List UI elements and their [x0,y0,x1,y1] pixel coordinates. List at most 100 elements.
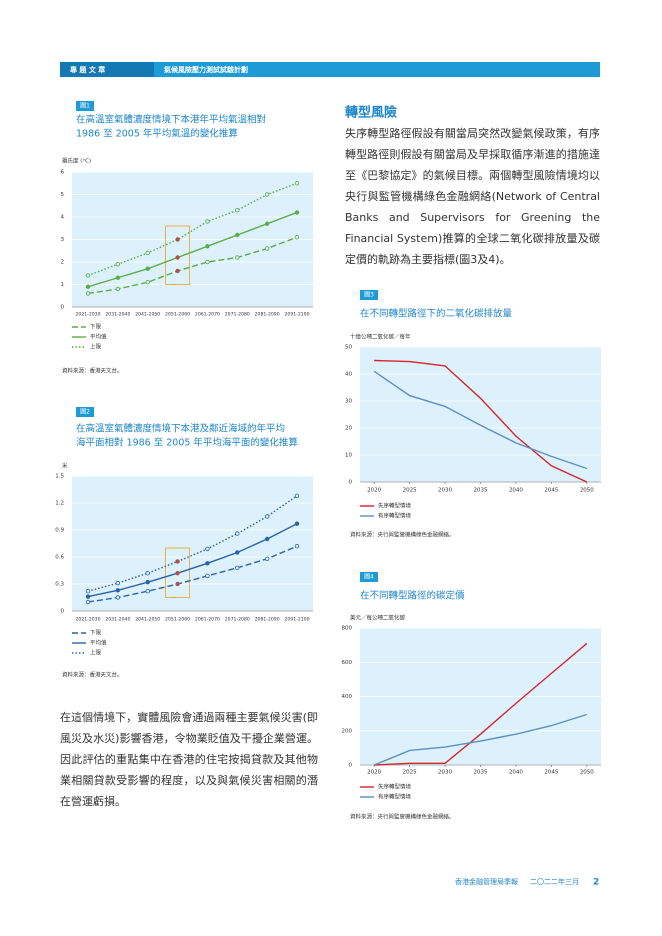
header-section-bg [60,62,154,77]
legend-label: 失序轉型情境 [378,502,412,510]
y-tick-label: 2 [61,260,65,266]
point [294,544,300,549]
x-tick-label: 2021-2030 [75,617,100,623]
point [145,589,150,594]
legend-label: 下限 [90,323,102,331]
y-tick-label: 0 [349,763,353,769]
series-line [87,211,298,288]
x-tick-label: 2040 [509,770,523,776]
highlight-box [165,225,190,285]
y-axis-label: 攝氏度 (°C) [62,157,91,165]
point [205,573,210,579]
x-tick-label: 2030 [438,770,452,776]
y-tick-label: 3 [61,237,65,243]
legend-label: 上限 [90,343,102,351]
x-tick-label: 2025 [403,488,417,494]
chart-title: 在不同轉型路徑下的二氧化碳排放量 [360,308,513,320]
series-line [374,359,588,483]
point [264,514,270,519]
point [205,561,210,566]
x-tick-label: 2091-2100 [284,617,309,623]
point [175,559,180,564]
series-line [87,495,298,592]
x-tick-label: 2091-2100 [284,312,309,318]
series-line [87,236,298,295]
x-tick-label: 2051-2060 [165,312,190,318]
y-tick-label: 40 [345,372,352,378]
figure-label: 圖1 [80,103,90,110]
plot-area [360,347,601,482]
point [85,284,91,289]
y-tick-label: 600 [342,660,353,666]
x-tick-label: 2061-2070 [195,312,220,318]
legend-label: 失序轉型情境 [378,783,412,791]
point [294,521,300,526]
x-tick-label: 2031-2040 [105,312,130,318]
series-line [373,370,588,470]
point [175,255,180,260]
x-tick-label: 2021-2030 [75,312,100,318]
x-tick-label: 2030 [438,488,452,494]
point [145,280,150,285]
x-tick-label: 2081-2090 [255,312,280,318]
figure-label: 圖2 [80,409,90,416]
highlight-box [165,547,190,598]
x-tick-label: 2081-2090 [255,617,280,623]
point [235,565,240,570]
point [205,219,210,224]
y-tick-label: 1.5 [55,474,64,480]
y-tick-label: 30 [345,399,352,405]
y-tick-label: 0.9 [55,528,64,534]
y-tick-label: 0.3 [55,582,64,588]
y-tick-label: 400 [342,694,353,700]
plot-area [72,476,313,611]
chart-title: 1986 至 2005 年平均氣溫的變化推算 [76,128,238,140]
point [175,581,180,587]
point [115,588,121,593]
chart-title: 在不同轉型路徑的碳定價 [360,590,465,602]
header-bar [60,62,600,77]
y-tick-label: 200 [342,728,353,734]
x-tick-label: 2025 [403,770,417,776]
point [294,210,300,215]
y-tick-label: 800 [342,626,353,632]
footer-date: 二〇二二年三月 [530,877,579,886]
point [115,580,121,586]
figure-label: 圖4 [364,574,374,581]
series-line [374,642,588,766]
y-tick-label: 1 [61,282,65,288]
point [205,244,210,249]
point [294,235,300,240]
x-tick-label: 2020 [367,770,381,776]
point [115,286,121,292]
x-tick-label: 2040 [509,488,523,494]
point [175,237,180,242]
point [264,192,270,197]
figure-label-bg [76,101,94,111]
x-tick-label: 2050 [580,770,594,776]
point [235,232,240,238]
figure-label-bg [360,290,378,300]
y-tick-label: 5 [61,192,65,198]
section-heading: 轉型風險 [345,105,397,121]
y-axis-label: 美元／每公噸二氧化碳 [350,614,406,622]
y-axis-label: 十億公噸二氧化碳／每年 [350,333,411,341]
y-tick-label: 0 [349,480,353,486]
y-tick-label: 0.6 [55,555,64,561]
legend-label: 有序轉型情境 [378,793,412,801]
x-tick-label: 2045 [544,770,558,776]
x-tick-label: 2035 [474,770,488,776]
y-tick-label: 0 [61,609,65,615]
point [264,536,270,542]
point [85,599,91,605]
y-axis-label: 米 [62,462,68,470]
chart-title: 在高溫室氣體濃度情境下本港及鄰近海域的年平均 [76,423,285,435]
series-line [373,713,588,766]
y-tick-label: 1.2 [55,501,64,507]
point [175,571,180,576]
point [115,262,121,267]
x-tick-label: 2071-2080 [225,617,250,623]
point [145,580,150,585]
legend-label: 有序轉型情境 [378,512,412,520]
